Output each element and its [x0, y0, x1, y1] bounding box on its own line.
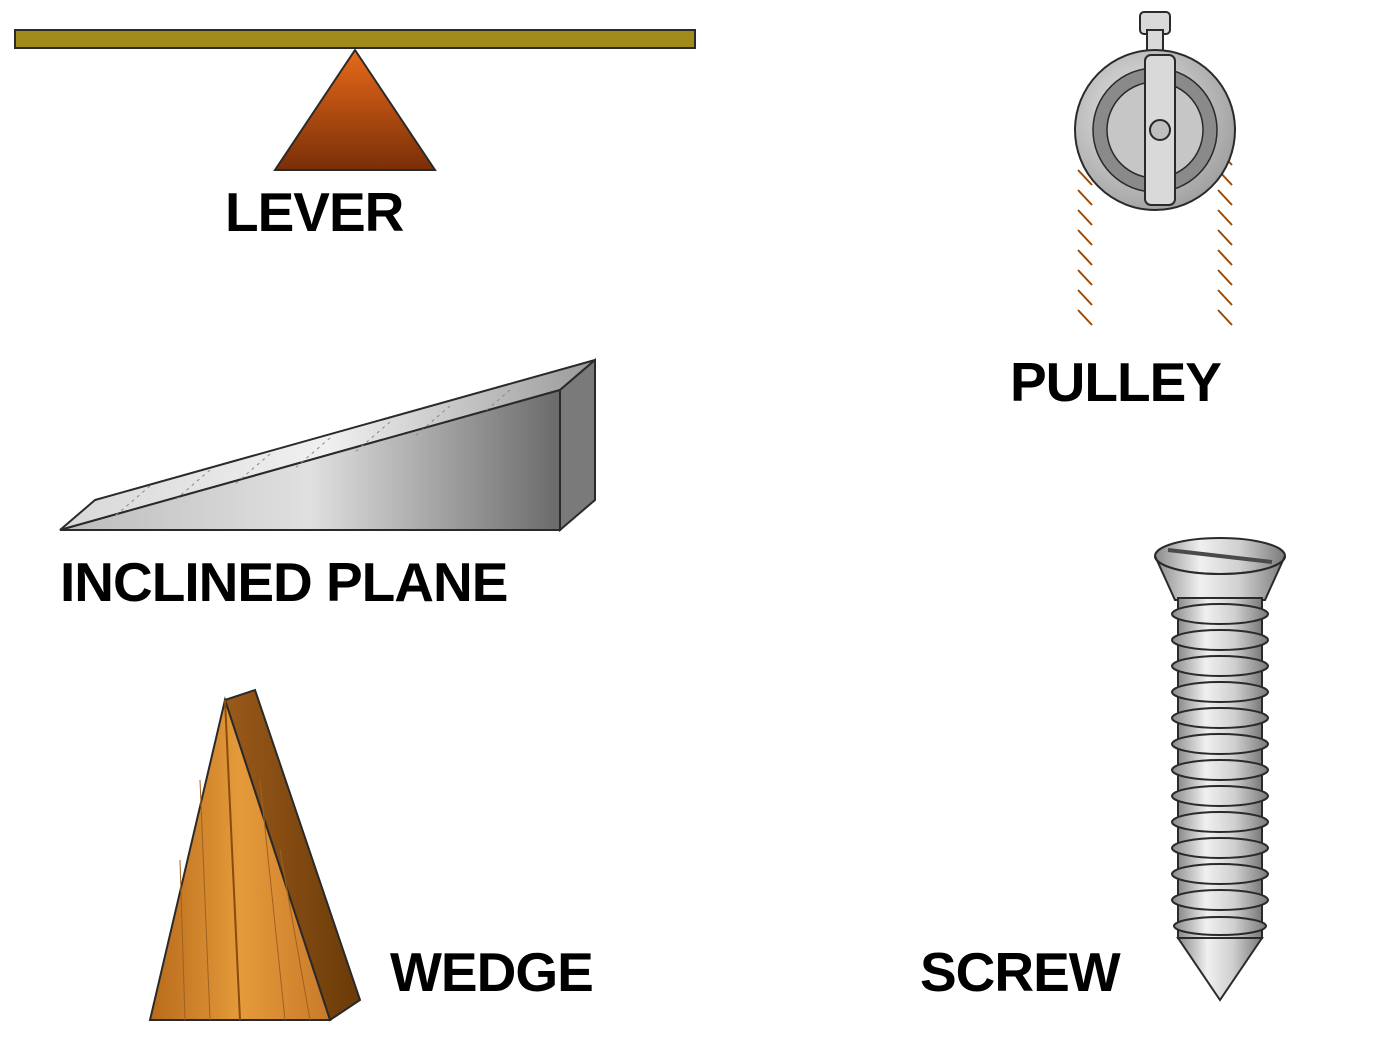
screw-tip — [1178, 938, 1262, 1000]
infographic-stage: LEVER — [0, 0, 1390, 1041]
screw-label: SCREW — [920, 940, 1120, 1004]
screw-diagram — [0, 0, 1390, 1041]
screw-head — [1155, 538, 1285, 600]
